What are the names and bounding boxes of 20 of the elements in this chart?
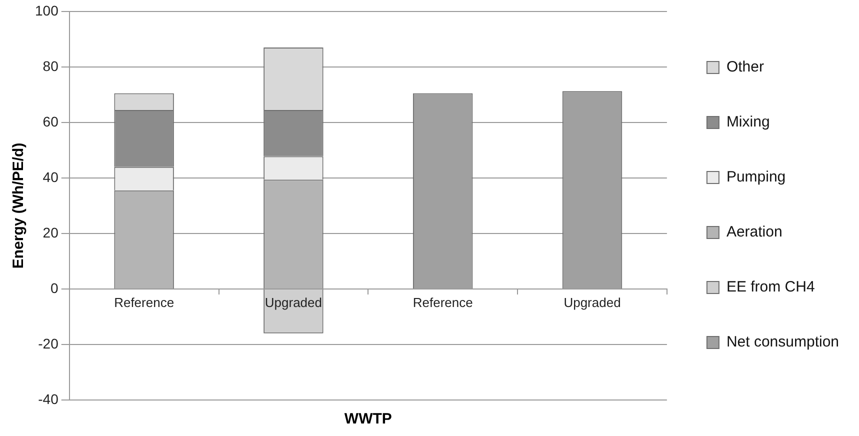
x-tick-label: Upgraded <box>564 295 621 310</box>
y-axis-title: Energy (Wh/PE/d) <box>10 142 28 269</box>
y-tick-label: -40 <box>38 390 59 407</box>
x-tick-label: Upgraded <box>264 295 322 310</box>
legend-label: Aeration <box>726 224 782 241</box>
legend-label: Pumping <box>726 168 786 186</box>
y-tick-label: 20 <box>42 224 59 240</box>
x-tick-label: Reference <box>114 295 174 310</box>
y-tick-label: 0 <box>50 280 59 296</box>
legend-label: Net consumption <box>726 334 840 351</box>
x-axis-title: WWTP <box>344 410 392 428</box>
x-tick-label: Reference <box>412 295 473 310</box>
legend-label: EE from CH4 <box>726 278 815 296</box>
y-tick-label: -20 <box>38 335 59 352</box>
y-tick-label: 60 <box>42 113 59 130</box>
legend-label: Mixing <box>726 114 770 131</box>
legend-label: Other <box>726 58 764 76</box>
y-tick-label: 80 <box>42 58 59 74</box>
y-tick-label: 100 <box>35 2 59 18</box>
y-tick-label: 40 <box>42 168 59 185</box>
